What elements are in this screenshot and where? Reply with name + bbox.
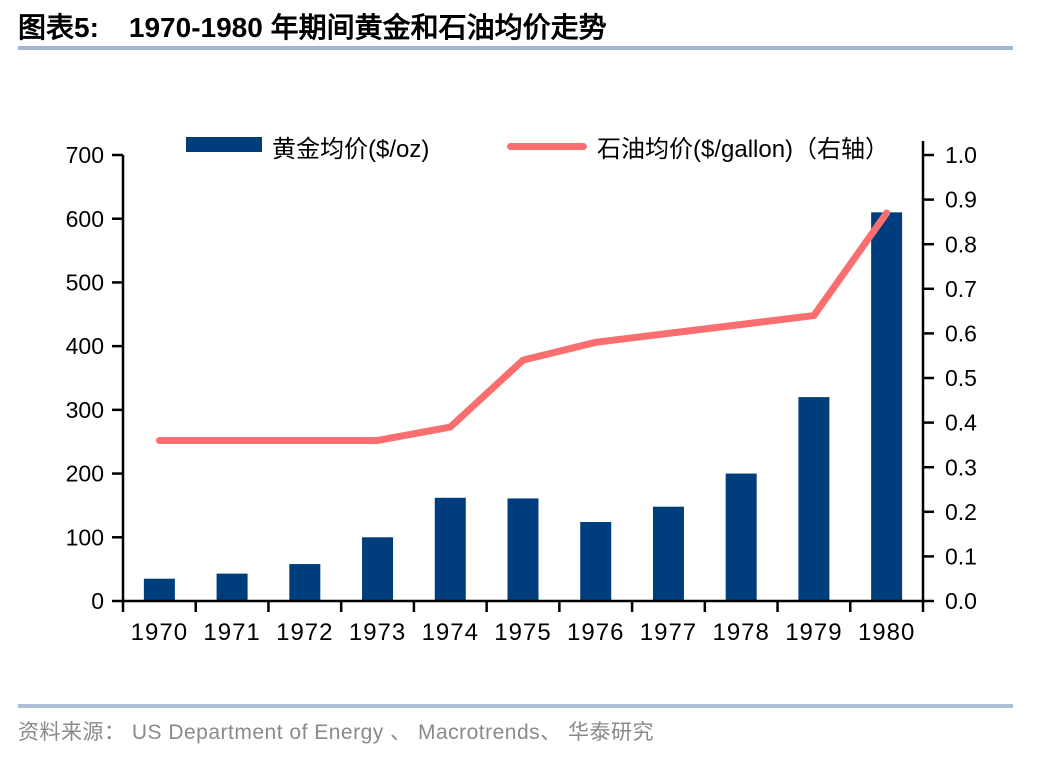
gold-legend-swatch <box>186 137 262 152</box>
right-axis-tick-label: 1.0 <box>945 142 977 168</box>
x-axis-tick-label: 1976 <box>567 619 624 646</box>
axis-frame <box>121 141 925 603</box>
right-axis-tick-label: 0.5 <box>945 365 977 391</box>
oil-legend-label: 石油均价($/gallon)（右轴） <box>597 136 890 163</box>
gold-bar-1977 <box>652 506 684 601</box>
gold-bar-1974 <box>434 497 466 601</box>
gold-legend-label: 黄金均价($/oz) <box>272 136 430 163</box>
right-axis-tick-label: 0.6 <box>945 320 977 346</box>
x-axis-tick-label: 1972 <box>276 619 333 646</box>
gold-bar-1979 <box>798 397 830 601</box>
x-axis-tick-label: 1978 <box>712 619 769 646</box>
right-axis-tick-label: 0.2 <box>945 499 977 525</box>
x-axis-tick-label: 1979 <box>785 619 842 646</box>
left-axis-tick-label: 100 <box>66 524 104 550</box>
gold-bar-1971 <box>216 573 248 601</box>
left-axis-tick-label: 500 <box>66 269 104 295</box>
x-axis-tick-label: 1971 <box>203 619 260 646</box>
gold-bar-1972 <box>289 564 321 601</box>
right-axis-tick-label: 0.9 <box>945 187 977 213</box>
gold-bar-1980 <box>871 212 903 602</box>
gold-bar-1978 <box>725 473 757 601</box>
gold-bar-1973 <box>362 537 394 601</box>
x-axis-tick-label: 1974 <box>422 619 479 646</box>
left-axis-tick-label: 400 <box>66 333 104 359</box>
left-axis-group: 0 100 200 300 400 500 600 700 <box>66 142 123 614</box>
source-text: 资料来源： US Department of Energy 、 Macrotre… <box>18 721 654 744</box>
chart-title: 1970-1980 年期间黄金和石油均价走势 <box>128 12 607 43</box>
left-axis-tick-label: 600 <box>66 206 104 232</box>
gold-bar-1976 <box>580 521 612 601</box>
left-axis-tick-label: 0 <box>91 588 104 614</box>
right-axis-tick-label: 0.4 <box>945 410 977 436</box>
oil-line <box>155 209 891 444</box>
right-axis-tick-label: 0.7 <box>945 276 977 302</box>
right-axis-tick-label: 0.1 <box>945 543 977 569</box>
right-axis-tick-label: 0.0 <box>945 588 977 614</box>
x-axis-tick-label: 1980 <box>858 619 915 646</box>
gold-bars-group <box>143 212 903 602</box>
right-axis-tick-label: 0.8 <box>945 231 977 257</box>
x-axis-tick-label: 1973 <box>349 619 406 646</box>
footer-rule <box>18 704 1013 708</box>
x-axis-group: 1970 1971 1972 1973 1974 1975 1976 1977 1978 1979… <box>121 601 925 646</box>
x-axis-tick-label: 1975 <box>494 619 551 646</box>
right-axis-group: 0.0 0.1 0.2 0.3 0.4 0.5 0.6 0.7 0.8 0.9 1.0 <box>923 142 977 614</box>
gold-bar-1975 <box>507 498 539 601</box>
left-axis-tick-label: 300 <box>66 397 104 423</box>
left-axis-tick-label: 200 <box>66 461 104 487</box>
gold-bar-1970 <box>143 578 175 601</box>
right-axis-tick-label: 0.3 <box>945 454 977 480</box>
oil-legend-swatch <box>507 143 587 150</box>
x-axis-tick-label: 1977 <box>640 619 697 646</box>
title-rule <box>18 46 1013 50</box>
page-title: 图表5: 1970-1980 年期间黄金和石油均价走势 <box>18 6 607 46</box>
figure-label: 图表5: <box>18 12 99 43</box>
left-axis-tick-label: 700 <box>66 142 104 168</box>
x-axis-tick-label: 1970 <box>131 619 188 646</box>
